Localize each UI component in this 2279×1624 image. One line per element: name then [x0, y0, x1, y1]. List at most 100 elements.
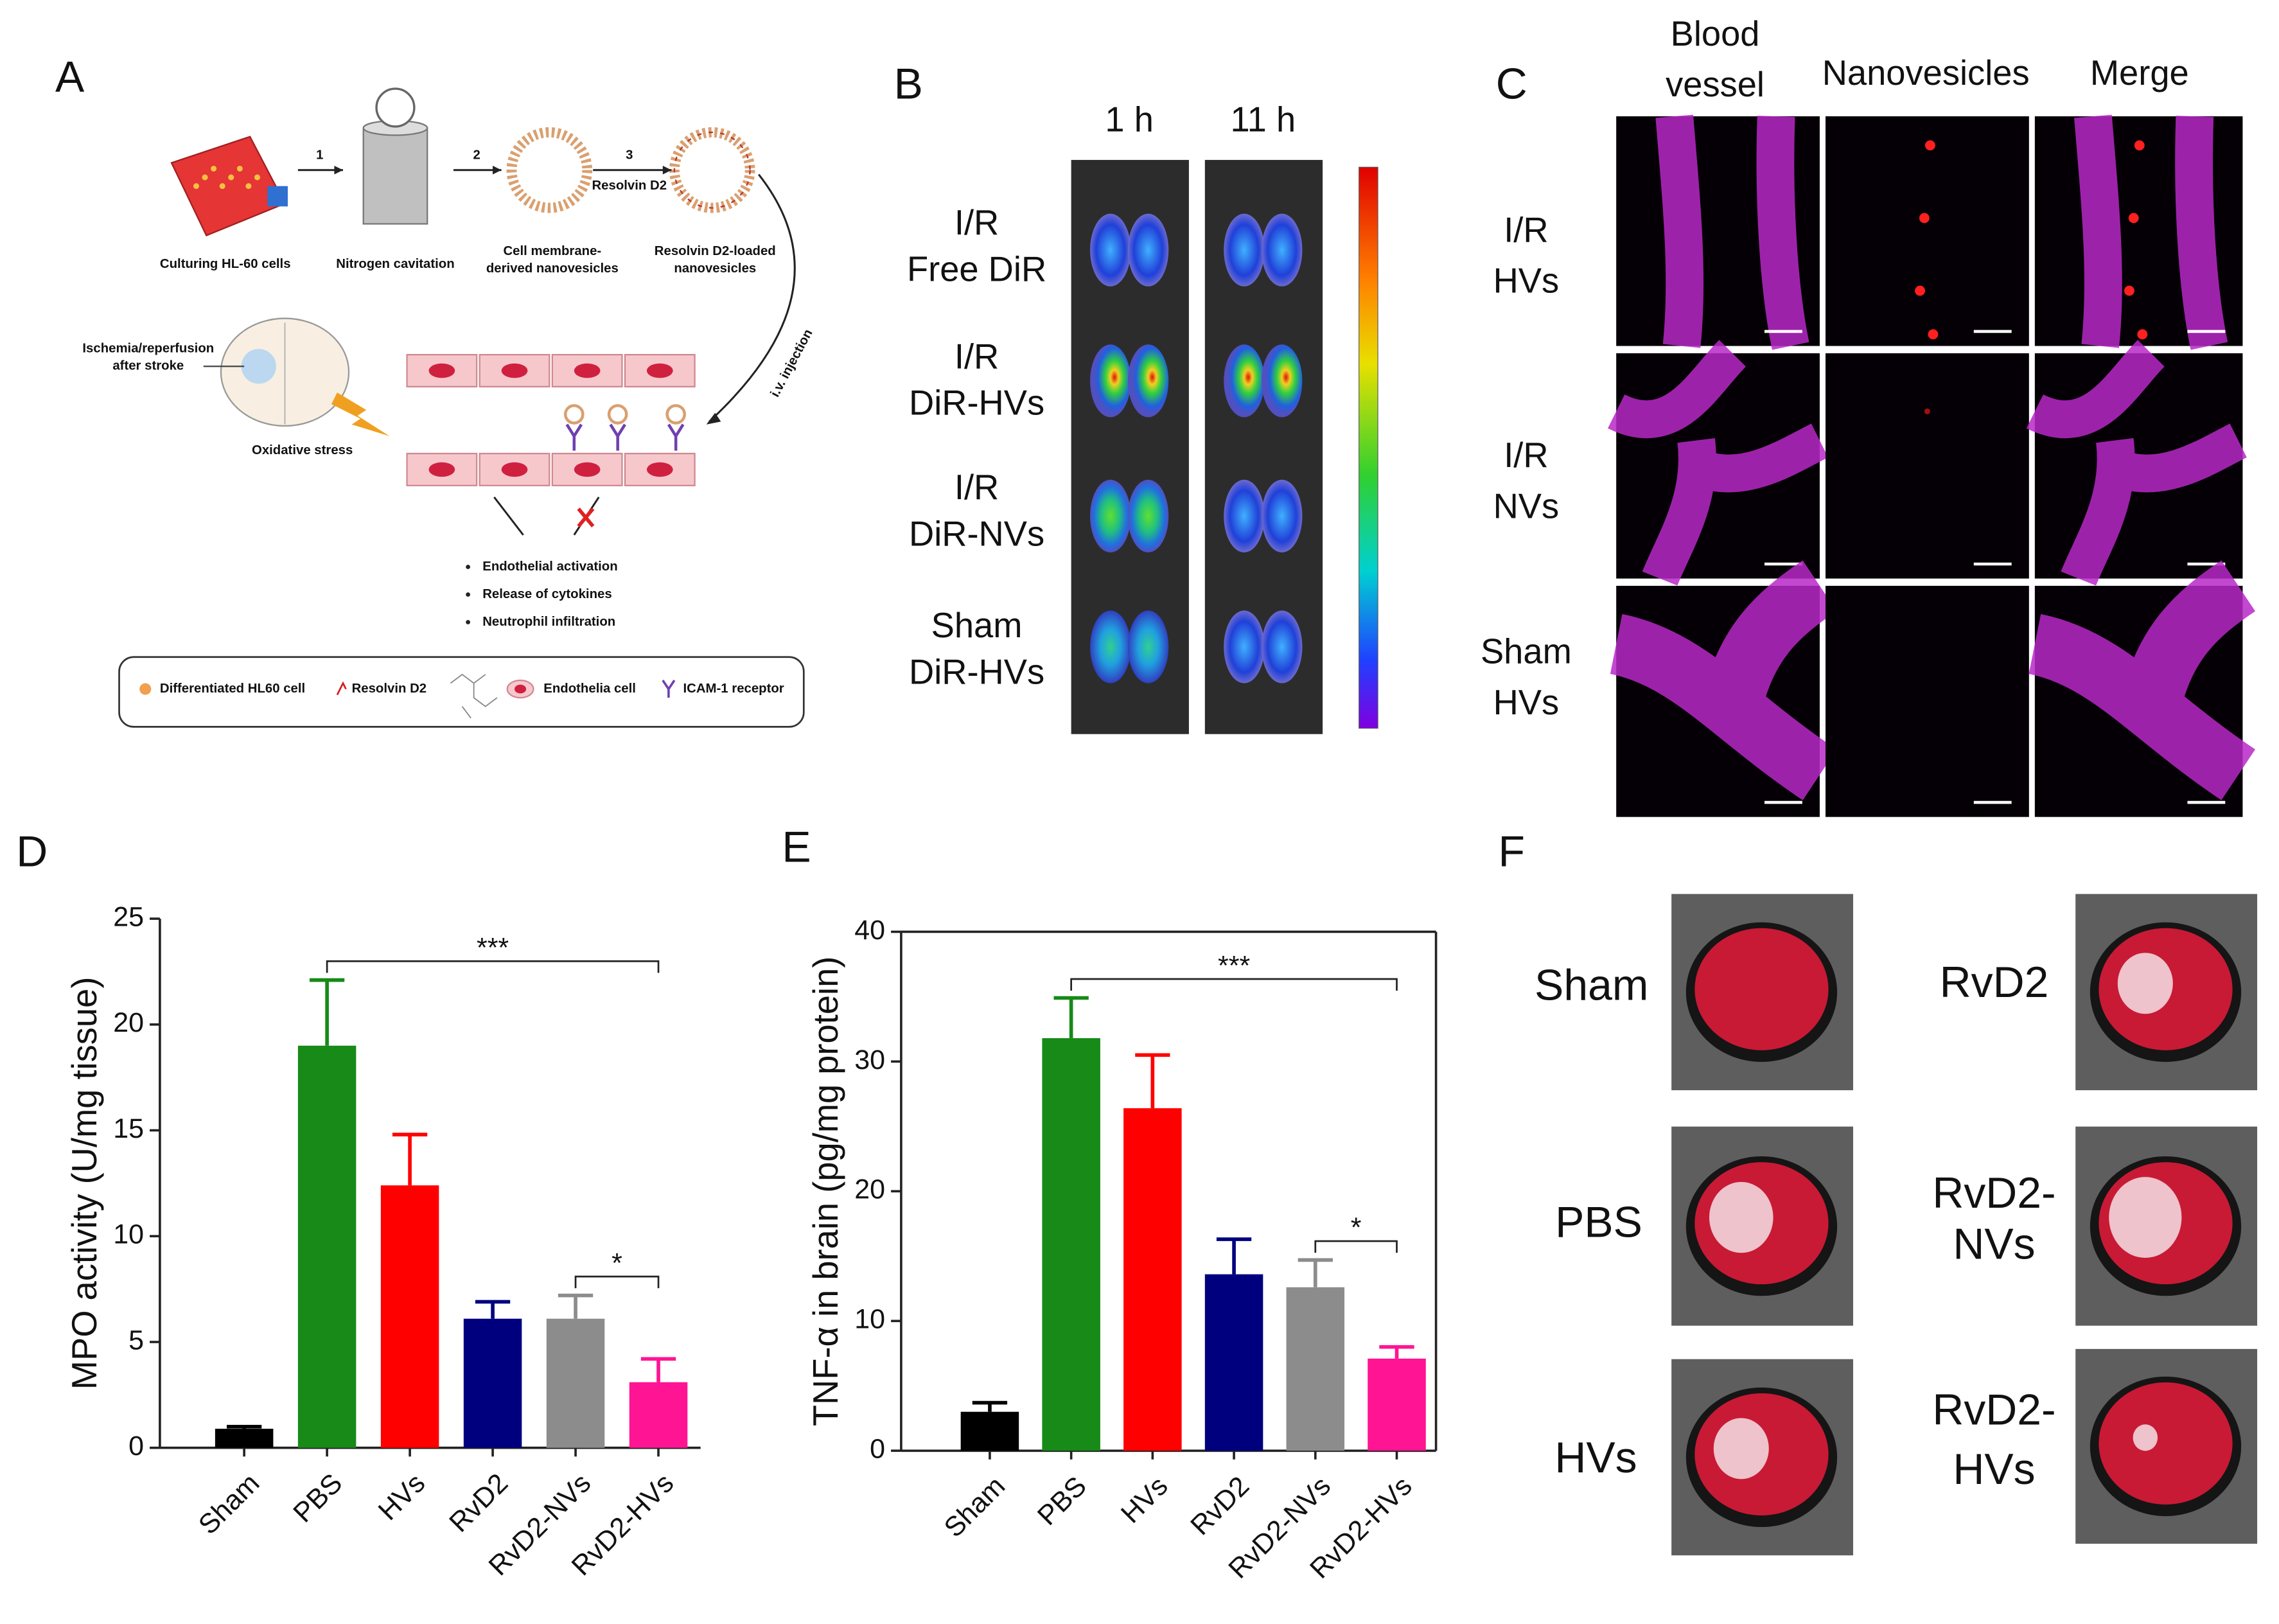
row-label: Sham [931, 606, 1023, 645]
error-bar [640, 1357, 676, 1382]
row-label: Free DiR [907, 250, 1046, 289]
brain-right [1262, 610, 1303, 684]
step-number: 2 [473, 148, 480, 163]
infarct [2133, 1424, 2158, 1451]
y-tick-label: 5 [128, 1325, 144, 1355]
arrow-head [334, 165, 344, 175]
error-bar [309, 978, 345, 1046]
y-tick-label: 15 [113, 1113, 144, 1144]
flask-cap [267, 186, 288, 207]
brain-left [1224, 610, 1265, 684]
cell-dot [219, 183, 225, 190]
legend-box [118, 656, 805, 728]
significance-label: * [1351, 1212, 1362, 1243]
row-label: DiR-HVs [909, 652, 1044, 691]
cell-dot [245, 183, 252, 190]
micro-image [1608, 340, 1829, 586]
significance-label: *** [477, 932, 509, 963]
brain-right [1262, 344, 1303, 418]
nanovesicle [2128, 213, 2139, 224]
legend-label: Resolvin D2 [352, 682, 427, 696]
brain-right [1127, 479, 1169, 552]
effect-item: Endothelial activation [482, 560, 617, 574]
injection-label: i.v. injection [768, 327, 816, 400]
micro-image [1826, 353, 2029, 579]
nucleus [428, 462, 455, 477]
nucleus [501, 363, 528, 378]
significance-label: *** [1218, 950, 1250, 981]
bar [1123, 1108, 1182, 1451]
photo-label: RvD2- [1932, 1169, 2055, 1217]
photo-label: RvD2 [1940, 958, 2049, 1007]
stage-label: derived nanovesicles [486, 261, 619, 276]
brain-right [1127, 344, 1169, 418]
effect-item: Neutrophil infiltration [482, 615, 615, 629]
stroke-label: after stroke [112, 359, 184, 373]
panel-letter: C [1496, 60, 1527, 109]
photo-label: HVs [1554, 1434, 1637, 1482]
micro-image [1616, 114, 1820, 350]
vessel [2028, 560, 2256, 800]
icam-receptor [565, 423, 583, 451]
cell-dot [193, 183, 199, 190]
x-tick-label: RvD2 [443, 1468, 514, 1539]
stage-label: Resolvin D2-loaded [655, 244, 776, 258]
error-bar [1298, 1258, 1333, 1287]
micro-image [2028, 560, 2256, 817]
vessel [1655, 114, 1809, 350]
infarct [2109, 1177, 2182, 1258]
bar [629, 1382, 688, 1448]
nanovesicle [2134, 140, 2145, 151]
row-label: I/R [1504, 436, 1548, 475]
micro-image [2034, 114, 2243, 350]
brain-left [1090, 610, 1131, 684]
row-label: I/R [955, 468, 999, 507]
vessel [2074, 114, 2228, 350]
stage-label: nanovesicles [674, 261, 756, 276]
row-label: Sham [1481, 632, 1572, 671]
micro-bg [1826, 353, 2029, 579]
error-bar [972, 1400, 1008, 1412]
bar [1204, 1274, 1263, 1451]
cell-dot [254, 174, 261, 181]
bar [380, 1185, 439, 1448]
row-label: HVs [1493, 261, 1560, 301]
column-header: vessel [1666, 65, 1764, 104]
row-label: NVs [1493, 486, 1560, 525]
bound-vesicle [563, 404, 585, 425]
nanovesicle [1919, 213, 1930, 224]
nucleus [501, 462, 528, 477]
nanovesicle [2124, 285, 2134, 296]
y-tick-label: 20 [113, 1007, 144, 1038]
reagent-label: Resolvin D2 [592, 179, 667, 193]
arrow-head [493, 165, 502, 175]
row-label: I/R [955, 337, 999, 376]
block-mark [577, 508, 595, 527]
step-number: 3 [626, 148, 633, 163]
photo-label: NVs [1953, 1220, 2035, 1268]
brain-left [1090, 479, 1131, 552]
arrow-head [662, 165, 672, 175]
brain-right [1127, 610, 1169, 684]
bound-vesicle [607, 404, 628, 425]
x-tick-label: HVs [373, 1468, 431, 1526]
icam-receptor [667, 423, 685, 451]
error-bar [1135, 1053, 1170, 1109]
nucleus [574, 462, 601, 477]
y-axis-label: TNF-α in brain (pg/mg protein) [806, 957, 845, 1426]
row-label: HVs [1493, 683, 1560, 722]
time-label: 11 h [1231, 100, 1296, 139]
column-header: Merge [2090, 53, 2189, 93]
nucleus [574, 363, 601, 378]
x-tick-label: Sham [938, 1470, 1011, 1543]
error-bar [226, 1424, 262, 1429]
vessel [1609, 560, 1837, 800]
micro-image [1609, 560, 1837, 817]
y-tick-label: 10 [854, 1304, 885, 1335]
legend-label: ICAM-1 receptor [683, 682, 784, 696]
nanovesicle [1924, 408, 1930, 414]
row-label: DiR-HVs [909, 384, 1044, 423]
infarct [1709, 1181, 1773, 1253]
x-tick-label: Sham [193, 1468, 265, 1540]
